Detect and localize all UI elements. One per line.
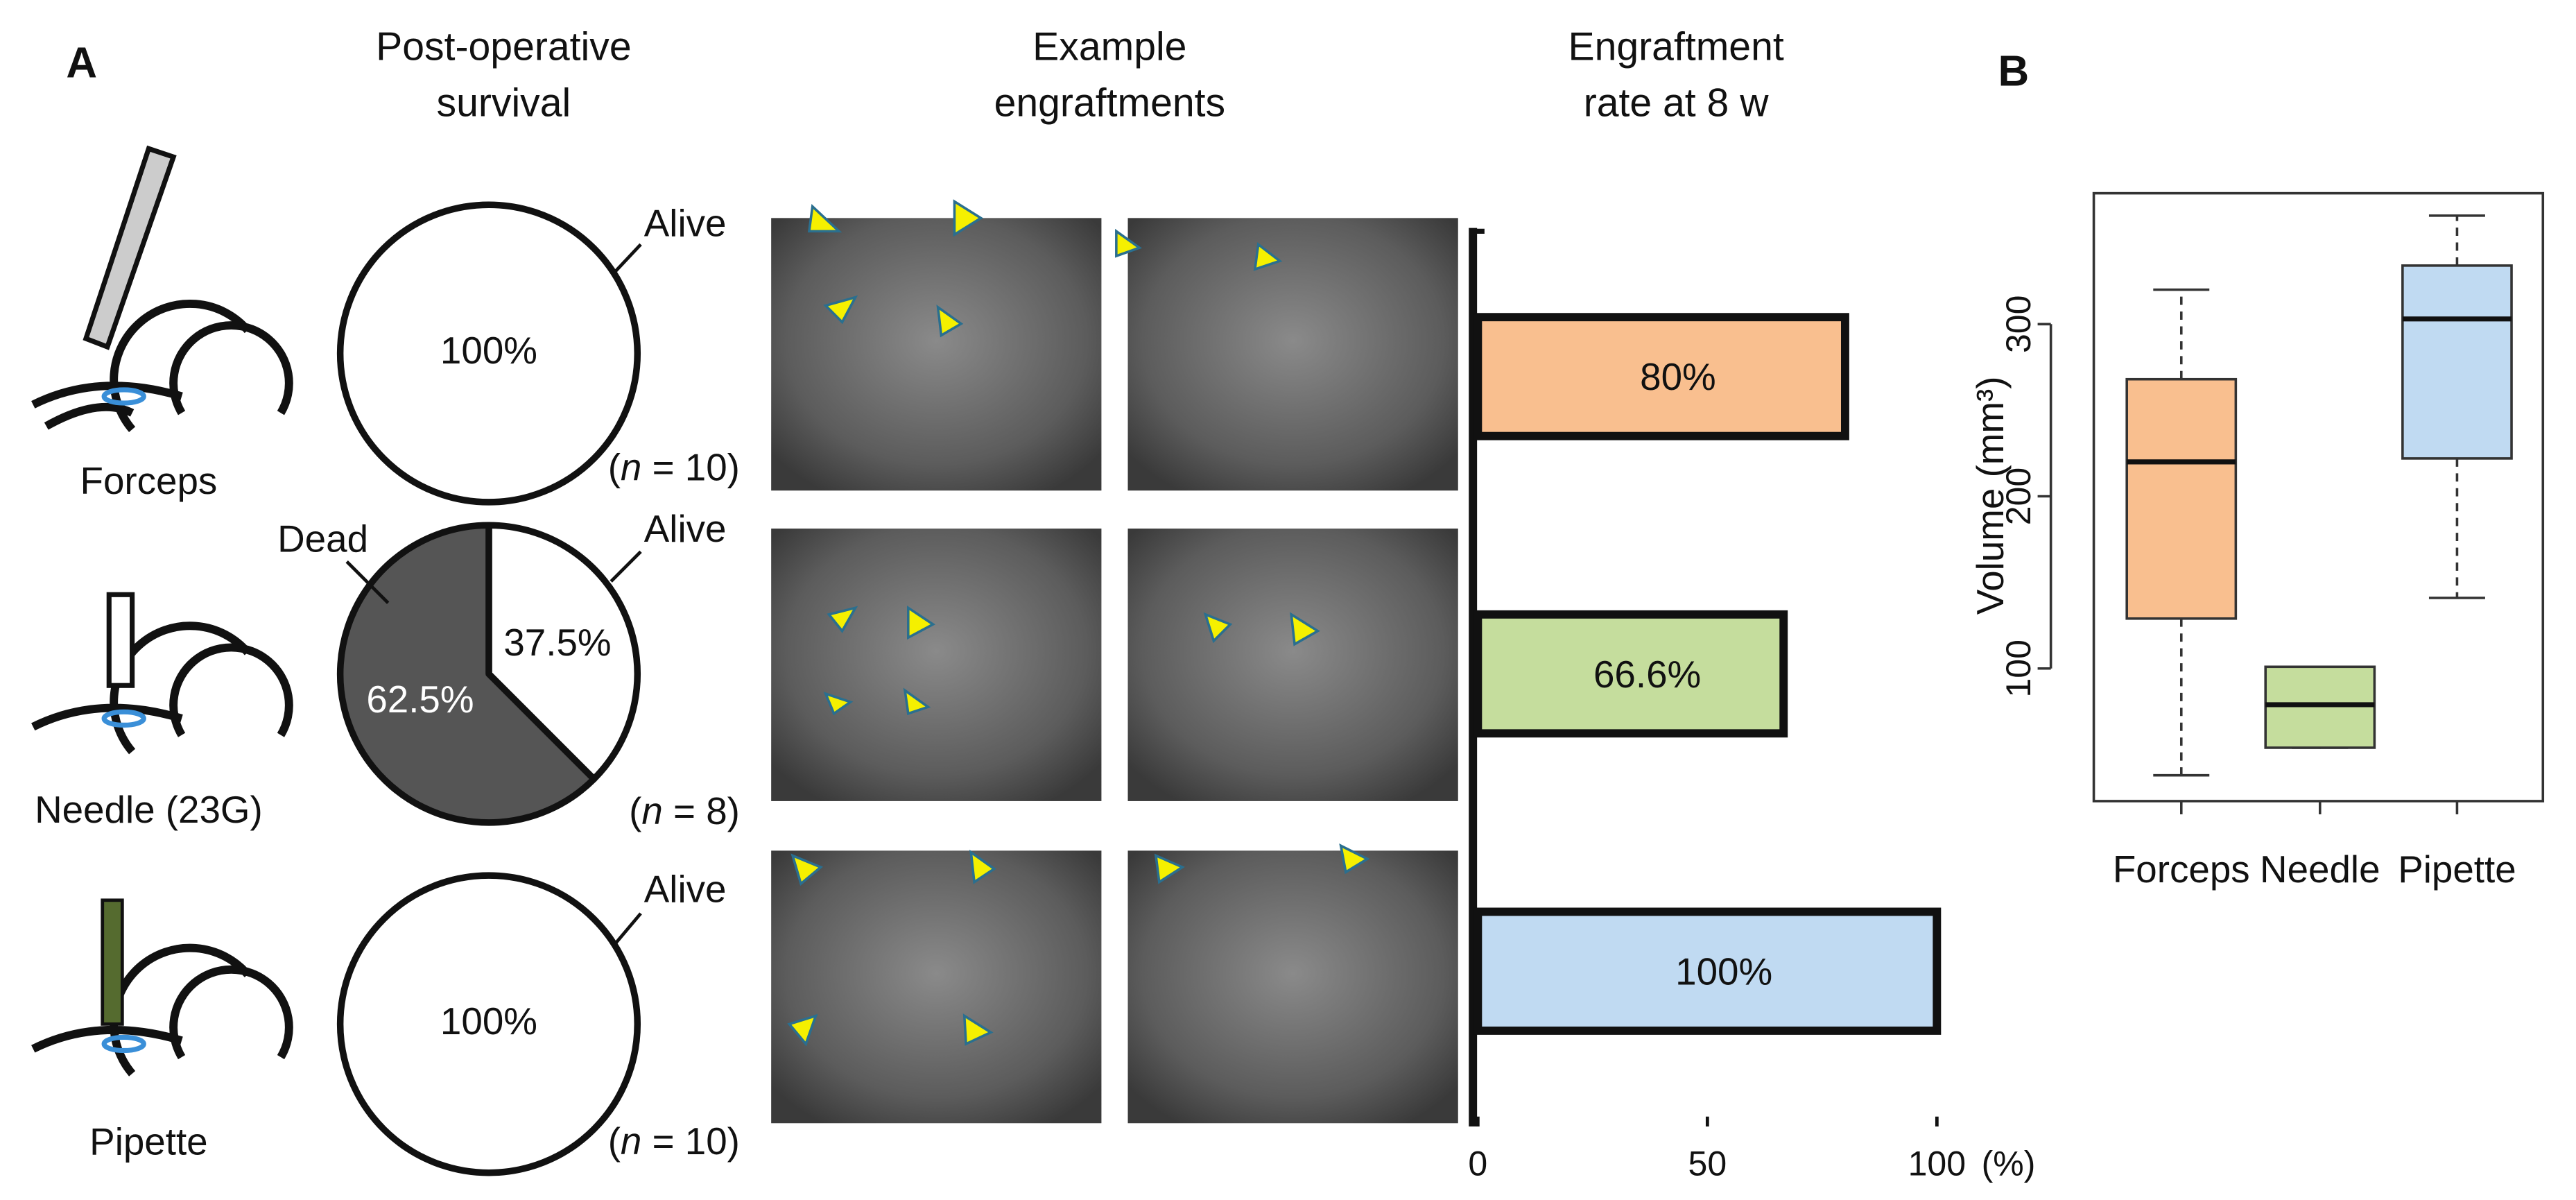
y-axis-label: Volume (mm³) xyxy=(1969,377,2012,615)
pipette-icon xyxy=(101,898,124,1026)
x-tick-label: Forceps xyxy=(2113,848,2250,891)
bar xyxy=(1473,610,1788,738)
leader-line xyxy=(613,243,642,274)
x-tick-label: 50 xyxy=(1688,1144,1727,1183)
category-label: Alive xyxy=(644,507,727,550)
value-label: 80% xyxy=(1640,355,1716,398)
x-tick-label: Pipette xyxy=(2398,848,2516,891)
forceps-icon xyxy=(83,145,177,350)
category-label: Alive xyxy=(644,202,727,245)
syringe-icon xyxy=(106,592,135,688)
value-label: 62.5% xyxy=(366,678,474,721)
box xyxy=(2264,665,2376,749)
hole-icon xyxy=(101,709,146,728)
method-icons xyxy=(31,299,293,1077)
bar xyxy=(1473,907,1942,1035)
column-header: survival xyxy=(437,80,571,125)
box xyxy=(2401,264,2513,460)
leader-line xyxy=(610,550,642,583)
bar xyxy=(1473,313,1849,440)
box xyxy=(2125,377,2238,620)
hole-icon xyxy=(101,1034,146,1054)
column-header: Example xyxy=(1032,25,1186,69)
mri-images xyxy=(771,218,1458,1124)
sample-size: (n = 10) xyxy=(608,446,740,489)
category-label: Dead xyxy=(277,517,368,560)
value-label: 66.6% xyxy=(1593,653,1701,696)
column-header: rate at 8 w xyxy=(1584,80,1770,125)
method-label: Pipette xyxy=(89,1120,207,1163)
y-tick-label: 100 xyxy=(1999,640,2038,697)
method-label: Needle (23G) xyxy=(35,788,263,831)
x-tick-label: 0 xyxy=(1468,1144,1487,1183)
pie-slice xyxy=(336,201,641,506)
value-label: 37.5% xyxy=(503,621,611,664)
plot-frame xyxy=(2092,191,2545,803)
sample-size: (n = 10) xyxy=(608,1120,740,1163)
panel-label: A xyxy=(66,40,97,87)
x-tick-label: 100 xyxy=(1908,1144,1966,1183)
y-tick-label: 200 xyxy=(1999,468,2038,525)
x-axis-label: (%) xyxy=(1982,1144,2036,1183)
pie-slice xyxy=(485,522,641,782)
arrowheads xyxy=(787,199,1370,1047)
leader-line xyxy=(613,912,642,946)
column-header: Post-operative xyxy=(376,25,631,69)
method-label: Forceps xyxy=(80,459,218,502)
pie-slice xyxy=(336,522,598,826)
category-label: Alive xyxy=(644,867,727,910)
sample-size: (n = 8) xyxy=(629,789,740,832)
column-header: engraftments xyxy=(994,80,1226,125)
panel-label: B xyxy=(1998,48,2029,96)
hole-icon xyxy=(101,387,146,406)
value-label: 100% xyxy=(1675,950,1772,993)
x-tick-label: Needle xyxy=(2260,848,2380,891)
value-label: 100% xyxy=(440,1000,537,1043)
y-tick-label: 300 xyxy=(1999,295,2038,353)
column-header: Engraftment xyxy=(1568,25,1783,69)
pie-slice xyxy=(336,872,641,1176)
value-label: 100% xyxy=(440,329,537,372)
leader-line xyxy=(345,560,390,604)
